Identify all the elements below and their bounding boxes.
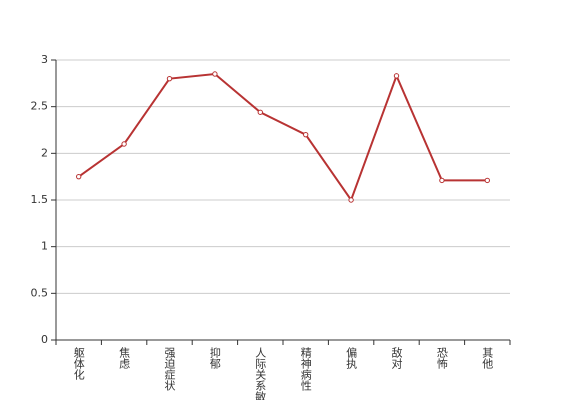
point	[257, 109, 263, 115]
y-tick-label: 0.5	[31, 286, 49, 299]
x-tick-label: 抑郁	[208, 346, 221, 369]
y-tick-label: 0	[41, 333, 48, 346]
point	[166, 75, 173, 82]
point	[121, 141, 127, 147]
y-tick-label: 2.5	[31, 100, 49, 113]
y-tick-label: 1	[41, 240, 48, 253]
y-tick-label: 2	[41, 146, 48, 159]
point	[348, 197, 354, 203]
x-tick-label: 恐怖	[435, 347, 448, 369]
x-tick-label: 偏执	[345, 346, 358, 370]
series-line	[78, 72, 488, 203]
x-tick-label: 强迫症状	[163, 347, 176, 391]
point	[393, 73, 400, 79]
x-tick-label: 躯体化	[72, 347, 85, 381]
point	[212, 71, 218, 77]
point	[76, 173, 82, 180]
point	[484, 177, 490, 184]
point	[303, 131, 309, 138]
x-tick-label: 精神病性	[299, 347, 312, 392]
x-tick-label: 焦虑	[118, 347, 131, 369]
x-tick-label: 敌对	[390, 346, 403, 369]
x-tick-label: 人际关系敏感	[254, 347, 267, 400]
point	[439, 177, 445, 184]
y-tick-label: 1.5	[31, 193, 49, 206]
y-tick-label: 3	[41, 53, 48, 66]
x-tick-label: 其他	[481, 347, 494, 369]
